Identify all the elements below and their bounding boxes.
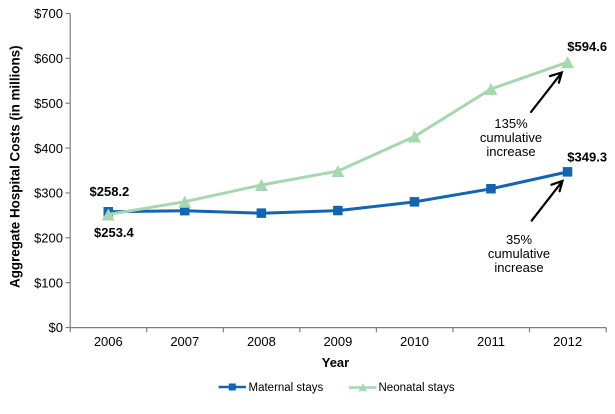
svg-text:2012: 2012 — [553, 334, 582, 349]
svg-text:cumulative: cumulative — [488, 246, 550, 261]
svg-text:cumulative: cumulative — [480, 130, 542, 145]
svg-text:Maternal stays: Maternal stays — [249, 382, 324, 394]
svg-text:$253.4: $253.4 — [94, 225, 135, 240]
svg-text:2010: 2010 — [400, 334, 429, 349]
svg-text:$594.6: $594.6 — [567, 39, 607, 54]
svg-text:$600: $600 — [34, 51, 63, 66]
svg-text:$200: $200 — [34, 231, 63, 246]
svg-text:Neonatal stays: Neonatal stays — [379, 382, 455, 394]
svg-text:2008: 2008 — [247, 334, 276, 349]
svg-text:2007: 2007 — [170, 334, 199, 349]
svg-text:135%: 135% — [494, 116, 528, 131]
svg-text:$300: $300 — [34, 186, 63, 201]
svg-text:$258.2: $258.2 — [90, 184, 130, 199]
svg-text:35%: 35% — [506, 232, 532, 247]
svg-text:$700: $700 — [34, 6, 63, 21]
svg-text:increase: increase — [494, 260, 543, 275]
svg-text:$400: $400 — [34, 141, 63, 156]
svg-text:Aggregate Hospital Costs (in m: Aggregate Hospital Costs (in millions) — [8, 45, 23, 288]
svg-text:increase: increase — [486, 144, 535, 159]
svg-text:2009: 2009 — [323, 334, 352, 349]
svg-text:2011: 2011 — [477, 334, 505, 349]
svg-text:$0: $0 — [49, 320, 63, 335]
svg-text:$100: $100 — [34, 275, 63, 290]
svg-text:2006: 2006 — [94, 334, 123, 349]
svg-text:Year: Year — [322, 355, 349, 370]
svg-text:$500: $500 — [34, 96, 63, 111]
svg-text:$349.3: $349.3 — [567, 150, 607, 165]
